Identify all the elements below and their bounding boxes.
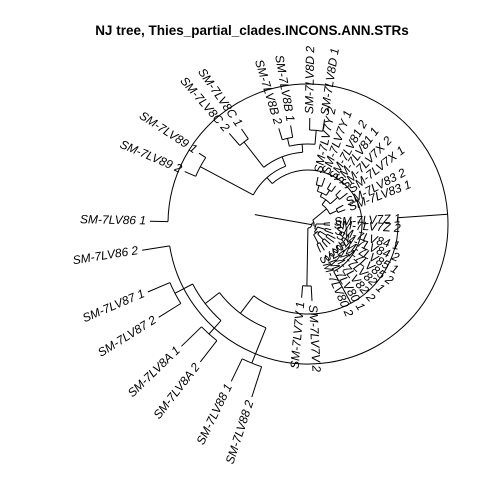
tip-branch [290,125,294,138]
tree-branch [319,230,328,236]
tree-branch [281,156,287,167]
tree-arc [263,151,303,168]
tree-arc [192,283,222,321]
tip-branch [158,303,182,318]
tip-branch [315,176,319,186]
tip-label: SM-7LV7V 2 [306,304,324,372]
tree-branch [316,185,320,192]
tree-arc [253,217,399,315]
tree-branch [301,144,304,153]
tip-branch [230,358,243,382]
tip-branch [184,171,196,177]
tree-branch [287,138,290,147]
tip-branch [321,240,328,248]
tip-branch [198,152,206,159]
tree-branch [317,233,324,241]
tip-branch [142,245,170,251]
tree-branch [333,271,352,304]
tip-labels: SM-7LV8D 1SM-7LV8D 2SM-7LV8B 1SM-7LV8B 2… [72,46,413,466]
tree-arc [169,282,182,304]
tip-branch [323,238,331,245]
tree-arc [241,358,262,368]
tip-branch [147,282,171,293]
tree-branch [240,295,255,314]
tip-label: SM-7LV7V 1 [288,301,308,369]
tip-label: SM-7LV8D 1 [317,47,341,116]
tip-branch [228,133,241,146]
tree-branch [319,192,323,197]
tree-arc [239,138,249,146]
tree-arc [219,292,267,329]
tree-arc [316,242,320,245]
tree-arc [271,169,363,272]
tip-branch [278,128,283,140]
tip-label: SM-7LV8D 2 [302,46,317,115]
tree-arc [335,208,339,213]
tree-branch [208,320,222,335]
tree-branch [174,283,193,294]
tree-branch [266,177,273,184]
tip-label: SM-7LV88 2 [223,398,257,465]
tree-branch [313,234,319,244]
tree-branch [254,214,309,225]
tree-branch [204,292,220,304]
tree-edges [142,83,449,398]
tree-arc [307,223,313,229]
tip-branch [181,326,202,347]
tip-branch [325,236,335,243]
tip-branch [251,366,263,398]
tip-branch [337,209,346,213]
tip-branch [326,182,332,190]
tip-label: SM-7LV7Z 2 [334,218,402,235]
tree-arc [167,83,449,365]
tree-arc [252,165,286,196]
tree-arc [317,190,327,196]
figure-title: NJ tree, Thies_partial_clades.INCONS.ANN… [95,23,409,38]
tree-branch [251,327,267,364]
tip-label: SM-7LV88 1 [194,381,236,446]
tip-branch [316,243,322,253]
tip-branch [335,189,341,196]
tip-branch [324,230,334,235]
tree-branch [397,213,448,219]
tip-branch [322,119,326,132]
tip-branch [321,177,326,187]
tip-branch [325,227,332,231]
tip-label: SM-7LV87 1 [80,286,146,325]
tip-label: SM-7LV86 2 [72,243,140,267]
tree-branch [325,190,330,196]
tip-branch [241,128,249,140]
tip-label: SM-7LV7Z 1 [334,211,401,228]
tree-branch [307,223,312,226]
tree-branch [243,141,265,168]
tip-branch [336,204,344,210]
tip-label: SM-7LV87 2 [95,313,159,360]
tree-branch [306,227,309,287]
tip-branch [319,242,325,251]
tip-branch [310,285,313,301]
tree-branch [317,226,326,230]
tree-branch [312,208,327,221]
tip-branch [339,192,348,200]
tree-branch [200,166,254,196]
tree-branch [329,196,339,205]
tip-branch [199,340,218,363]
tip-branch [301,285,304,298]
tree-arc [195,157,207,177]
tree-branch [329,210,338,215]
tip-label: SM-7LV86 1 [80,212,146,227]
tip-branch [331,185,337,192]
tree-branch [321,199,327,205]
tree-branch [314,130,317,145]
tip-branch [327,233,336,240]
